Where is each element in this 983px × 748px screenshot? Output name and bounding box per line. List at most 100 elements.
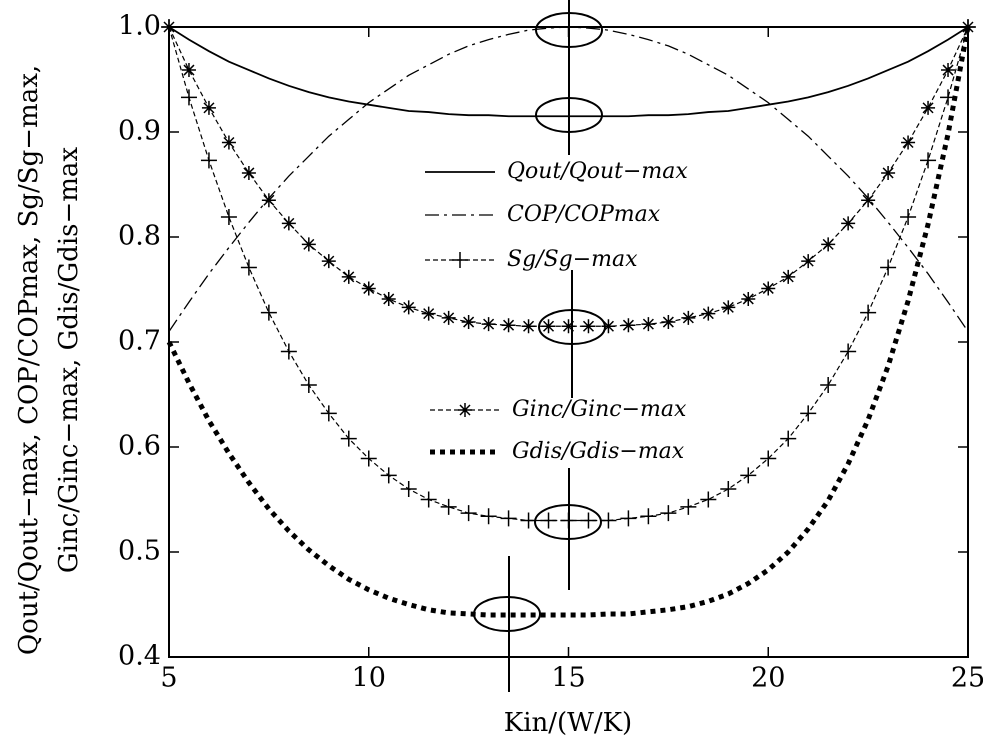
marker [601, 319, 616, 334]
marker [401, 300, 416, 315]
marker [261, 193, 276, 208]
x-axis-label: Kin/(W/K) [504, 708, 632, 738]
ellipse [534, 504, 602, 540]
marker [680, 498, 697, 515]
marker [220, 209, 237, 226]
marker [561, 319, 576, 334]
marker [361, 281, 376, 296]
marker [840, 343, 857, 360]
marker [440, 498, 457, 515]
legend-label: Gdis/Gdis−max [512, 439, 685, 464]
marker [901, 135, 916, 150]
legend-item: Qout/Qout−max [425, 159, 688, 184]
marker [821, 237, 836, 252]
series-line [168, 26, 969, 332]
x-tick-label: 20 [751, 663, 785, 694]
marker [441, 310, 456, 325]
marker [400, 481, 417, 497]
marker [760, 450, 777, 467]
marker [720, 481, 737, 497]
marker [280, 343, 297, 360]
marker [321, 254, 336, 269]
marker [360, 450, 377, 467]
marker [520, 512, 537, 529]
legend-label: COP/COPmax [507, 202, 661, 227]
marker [481, 317, 496, 332]
marker [781, 269, 796, 284]
marker [200, 152, 217, 169]
marker [801, 254, 816, 269]
marker [560, 512, 577, 529]
y-axis-label: Ginc/Ginc−max, Gdis/Gdis−max [54, 147, 84, 574]
marker [700, 491, 717, 508]
marker [162, 20, 176, 34]
marker [240, 259, 257, 276]
x-tick-label: 5 [160, 663, 177, 694]
marker [621, 318, 636, 333]
y-axis-label: Qout/Qout−max, COP/COPmax, Sg/Sg−max, [14, 65, 44, 655]
legend-label: Qout/Qout−max [507, 159, 688, 184]
marker [241, 165, 256, 180]
legend-marker [452, 252, 468, 268]
marker [500, 510, 517, 527]
legend-item: Gdis/Gdis−max [430, 439, 685, 464]
legend-label: Ginc/Ginc−max [512, 397, 687, 422]
marker [761, 281, 776, 296]
marker [181, 63, 196, 78]
y-tick-label: 1.0 [118, 11, 161, 42]
marker [721, 300, 736, 315]
marker [201, 100, 216, 115]
marker [741, 291, 756, 306]
marker [580, 512, 597, 529]
marker [920, 152, 937, 169]
marker [860, 304, 877, 321]
y-tick-label: 0.7 [118, 326, 161, 357]
marker [581, 319, 596, 334]
marker [641, 317, 656, 332]
legend-item: Ginc/Ginc−max [430, 397, 687, 422]
y-tick-label: 0.5 [118, 536, 161, 567]
marker [961, 20, 975, 34]
marker [501, 318, 516, 333]
marker [640, 508, 657, 525]
marker [381, 291, 396, 306]
marker [660, 505, 677, 522]
ellipse [535, 97, 603, 133]
marker [281, 216, 296, 231]
marker [620, 510, 637, 527]
marker [461, 315, 476, 330]
marker [780, 430, 797, 447]
marker [180, 89, 197, 106]
marker [380, 467, 397, 484]
marker [740, 467, 757, 484]
marker [480, 508, 497, 525]
series-line [166, 26, 971, 618]
x-tick-label: 10 [352, 663, 386, 694]
marker [341, 269, 356, 284]
marker [921, 100, 936, 115]
legend-label: Sg/Sg−max [507, 247, 638, 272]
marker [661, 315, 676, 330]
marker [900, 209, 917, 226]
marker [540, 512, 557, 529]
marker [221, 135, 236, 150]
y-tick-label: 0.6 [118, 431, 161, 462]
marker [841, 216, 856, 231]
x-tick-label: 25 [951, 663, 983, 694]
marker [320, 405, 337, 422]
legend-item: Sg/Sg−max [425, 247, 638, 272]
y-tick-label: 0.9 [118, 116, 161, 147]
marker [941, 63, 956, 78]
marker [420, 491, 437, 508]
legend-marker [458, 403, 472, 417]
marker [880, 259, 897, 276]
marker [300, 377, 317, 394]
y-tick-label: 0.4 [118, 641, 161, 672]
marker [681, 310, 696, 325]
marker [600, 512, 617, 529]
marker [820, 377, 837, 394]
marker [340, 430, 357, 447]
series-line [168, 26, 969, 118]
y-tick-label: 0.8 [118, 221, 161, 252]
